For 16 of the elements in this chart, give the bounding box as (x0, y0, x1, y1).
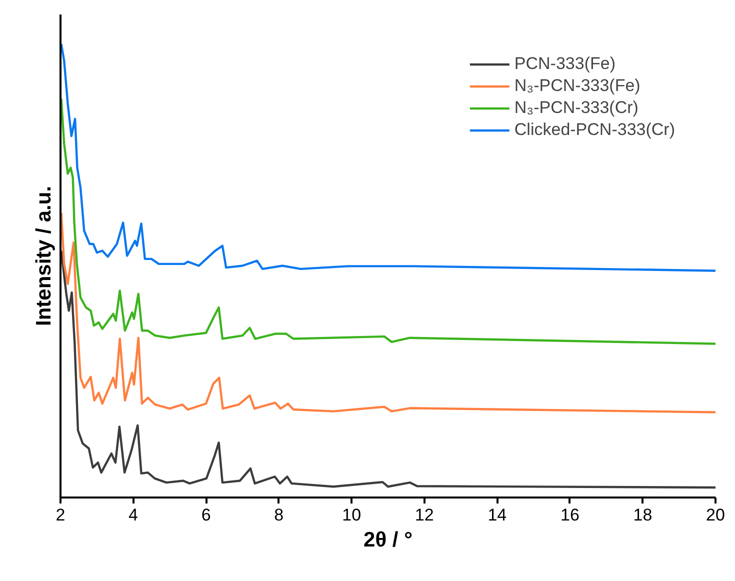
x-tick-label: 2 (56, 506, 66, 524)
x-tick-label: 6 (201, 506, 211, 524)
legend-label: Clicked-PCN-333(Cr) (514, 120, 675, 140)
x-tick-label: 8 (274, 506, 284, 524)
x-tick-label: 18 (633, 506, 652, 524)
x-tick-label: 16 (560, 506, 580, 524)
x-axis-title: 2θ / ° (364, 528, 412, 552)
x-tick-label: 12 (414, 506, 434, 524)
legend-label: N₃-PCN-333(Fe) (514, 76, 640, 96)
legend-label: PCN-333(Fe) (514, 54, 616, 74)
legend-label: N₃-PCN-333(Cr) (514, 98, 638, 118)
x-tick-label: 20 (706, 506, 725, 524)
x-tick-label: 14 (488, 506, 507, 524)
x-tick-label: 10 (342, 506, 362, 524)
y-axis-title: Intensity / a.u. (32, 186, 56, 326)
x-tick-label: 4 (128, 506, 138, 524)
